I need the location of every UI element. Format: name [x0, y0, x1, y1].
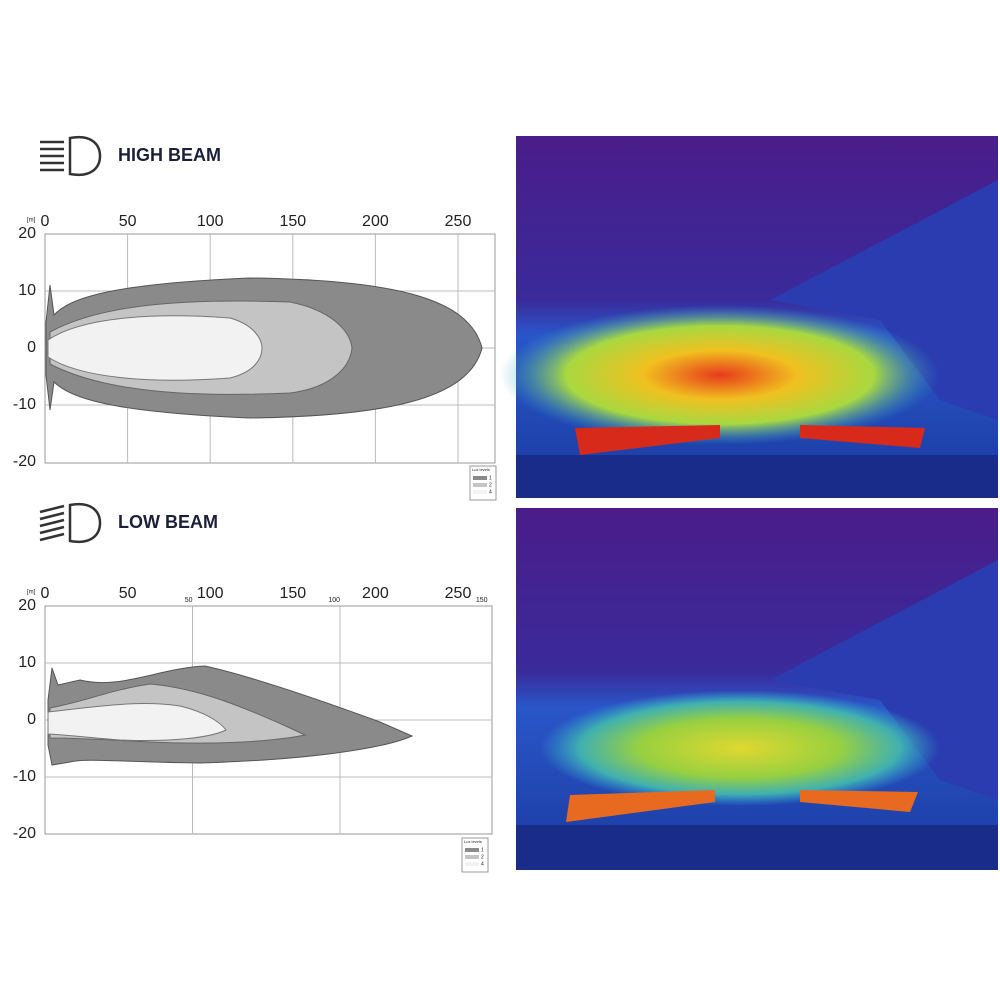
beam-zone-inner: [47, 315, 263, 381]
thermal-image-low: [516, 508, 998, 870]
legend-title: Lux levels: [464, 839, 482, 844]
x-tick-label: 0: [41, 585, 50, 602]
x-tick-label: 200: [362, 585, 389, 602]
y-tick-label: -10: [13, 396, 36, 413]
x-tick-label: 150: [279, 585, 306, 602]
legend-label: 4: [489, 489, 492, 495]
x-tick-label: 250: [445, 585, 472, 602]
y-tick-label: 10: [18, 282, 36, 299]
x-tick-label: 0: [41, 213, 50, 230]
legend-label: 2: [481, 854, 484, 860]
y-tick-label: -20: [13, 825, 36, 842]
legend-label: 2: [489, 482, 492, 488]
legend-label: 4: [481, 861, 484, 867]
x-tick-label: 100: [197, 213, 224, 230]
x-tick-label: 200: [362, 213, 389, 230]
y-tick-label: 0: [27, 711, 36, 728]
legend-swatch: [473, 483, 487, 487]
legend-swatch: [473, 476, 487, 480]
beam-zone-inner: [47, 703, 227, 742]
unit-label: [m]: [27, 590, 36, 596]
y-tick-label: 20: [18, 597, 36, 614]
legend-label: 1: [481, 847, 484, 853]
x-tick-label: 150: [279, 213, 306, 230]
thermal-image-high: [500, 136, 998, 498]
secondary-x-tick-label: 150: [476, 597, 488, 604]
legend-swatch: [465, 848, 479, 852]
legend-label: 1: [489, 475, 492, 481]
high-beam-title: HIGH BEAM: [118, 145, 221, 165]
unit-label: [m]: [27, 218, 36, 224]
y-tick-label: -20: [13, 453, 36, 470]
x-tick-label: 100: [197, 585, 224, 602]
legend-title: Lux levels: [472, 467, 490, 472]
legend-swatch: [473, 490, 487, 494]
legend-swatch: [465, 862, 479, 866]
x-tick-label: 50: [119, 213, 137, 230]
secondary-x-tick-label: 50: [185, 597, 193, 604]
secondary-x-tick-label: 100: [328, 597, 340, 604]
y-tick-label: 0: [27, 339, 36, 356]
legend-swatch: [465, 855, 479, 859]
y-tick-label: 10: [18, 654, 36, 671]
y-tick-label: -10: [13, 768, 36, 785]
x-tick-label: 50: [119, 585, 137, 602]
x-tick-label: 250: [445, 213, 472, 230]
high-beam-icon: [40, 135, 102, 177]
y-tick-label: 20: [18, 225, 36, 242]
low-beam-icon: [39, 502, 102, 544]
low-beam-title: LOW BEAM: [118, 512, 218, 532]
